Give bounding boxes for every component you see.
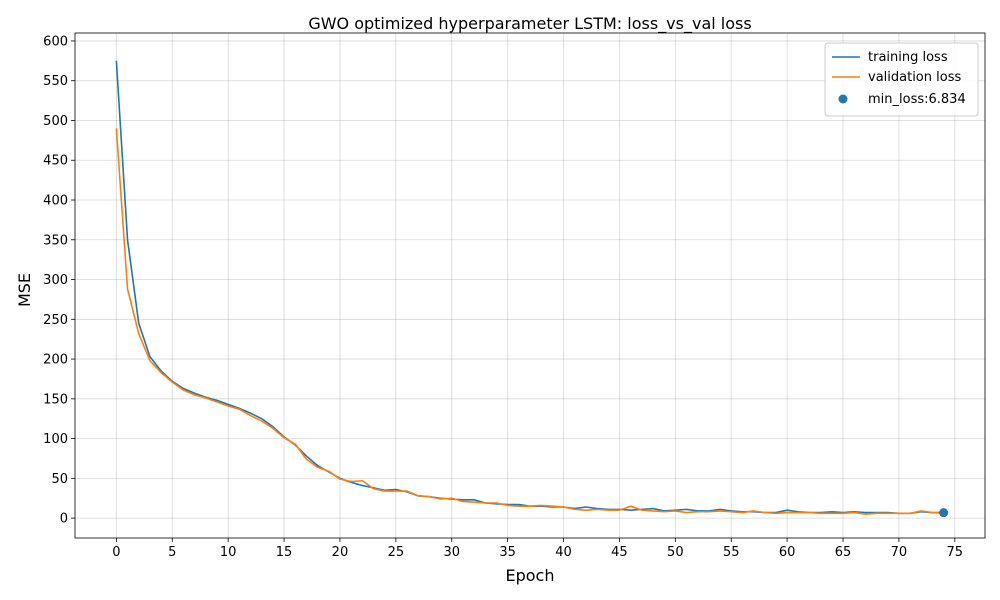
- x-tick-label: 15: [276, 545, 293, 560]
- grid: [75, 33, 985, 538]
- legend-min-loss-label: min_loss:6.834: [868, 92, 966, 107]
- x-tick-label: 25: [388, 545, 405, 560]
- x-tick-label: 10: [220, 545, 237, 560]
- legend-training-label: training loss: [868, 50, 948, 65]
- x-tick-label: 55: [723, 545, 740, 560]
- y-tick-label: 550: [43, 74, 68, 89]
- min-loss-point: [939, 508, 949, 518]
- y-tick-label: 100: [43, 432, 68, 447]
- y-tick-label: 350: [43, 233, 68, 248]
- y-tick-label: 450: [43, 154, 68, 169]
- y-tick-label: 150: [43, 392, 68, 407]
- x-tick-label: 5: [168, 545, 176, 560]
- x-tick-label: 20: [332, 545, 349, 560]
- y-tick-label: 500: [43, 114, 68, 129]
- y-tick-label: 300: [43, 273, 68, 288]
- y-tick-label: 200: [43, 353, 68, 368]
- y-tick-label: 400: [43, 194, 68, 209]
- x-tick-label: 30: [443, 545, 460, 560]
- x-tick-label: 45: [611, 545, 628, 560]
- series-group: [115, 60, 944, 515]
- y-axis-label: MSE: [15, 273, 34, 307]
- x-tick-label: 65: [835, 545, 852, 560]
- scatter-group: [939, 508, 949, 518]
- legend-box: [824, 42, 979, 117]
- legend-validation-label: validation loss: [868, 70, 961, 85]
- y-tick-label: 600: [43, 34, 68, 49]
- y-tick-label: 50: [51, 472, 68, 487]
- plot-area-frame: [74, 32, 986, 539]
- chart-title: GWO optimized hyperparameter LSTM: loss_…: [308, 14, 751, 34]
- x-tick-label: 50: [667, 545, 684, 560]
- x-tick-label: 60: [779, 545, 796, 560]
- x-axis-ticks: 0 5 10 15 20 25 30 35 40 45 50 55 60 65 70 75: [112, 538, 963, 560]
- x-tick-label: 75: [947, 545, 964, 560]
- x-tick-label: 40: [555, 545, 572, 560]
- x-tick-label: 0: [112, 545, 120, 560]
- legend-min-loss-marker: [838, 94, 848, 104]
- validation-loss-line: [115, 128, 944, 515]
- x-axis-label: Epoch: [506, 566, 555, 585]
- y-tick-label: 250: [43, 313, 68, 328]
- x-tick-label: 35: [499, 545, 516, 560]
- legend: training loss validation loss min_loss:6…: [824, 42, 979, 117]
- x-tick-label: 70: [891, 545, 908, 560]
- y-axis-ticks: 0 50 100 150 200 250 300 350 400 450 500 550 600: [43, 34, 75, 527]
- y-tick-label: 0: [60, 512, 68, 527]
